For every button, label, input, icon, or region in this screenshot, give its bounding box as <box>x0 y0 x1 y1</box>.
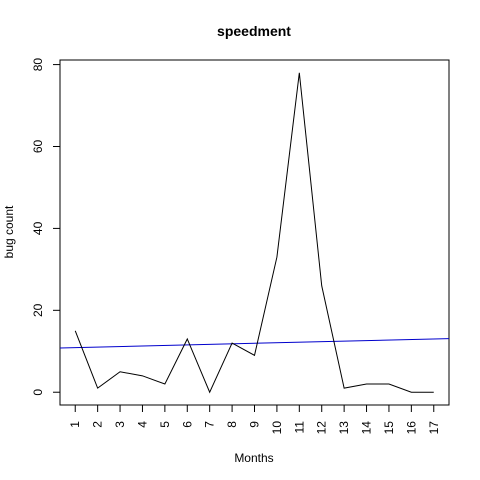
x-axis: 1 2 3 4 5 6 7 8 9 10 11 12 13 14 15 16 17 <box>68 404 441 435</box>
y-tick-label: 20 <box>31 303 45 317</box>
x-tick-label: 10 <box>270 421 284 435</box>
plot-area <box>59 72 450 394</box>
y-axis: 0 20 40 60 80 <box>31 58 61 396</box>
x-axis-label: Months <box>234 451 273 465</box>
trend-line <box>59 338 450 349</box>
x-tick-label: 13 <box>337 421 351 435</box>
x-tick-label: 4 <box>135 421 149 428</box>
x-tick-label: 11 <box>292 421 306 434</box>
x-tick-label: 17 <box>427 421 441 435</box>
y-tick-label: 40 <box>31 221 45 235</box>
x-tick-label: 7 <box>203 421 217 428</box>
x-tick-label: 12 <box>315 421 329 435</box>
y-axis-label: bug count <box>2 205 16 258</box>
x-tick-label: 5 <box>158 421 172 428</box>
x-tick-label: 2 <box>91 421 105 428</box>
x-tick-label: 9 <box>248 421 262 428</box>
x-tick-label: 6 <box>180 421 194 428</box>
x-tick-label: 16 <box>404 421 418 435</box>
x-tick-label: 1 <box>68 421 82 428</box>
y-tick-label: 60 <box>31 140 45 154</box>
x-tick-label: 8 <box>225 421 239 428</box>
x-tick-label: 3 <box>113 421 127 428</box>
x-tick-label: 15 <box>382 421 396 435</box>
y-tick-label: 80 <box>31 58 45 72</box>
series-line <box>74 72 434 394</box>
x-tick-label: 14 <box>360 421 374 435</box>
chart-title: speedment <box>217 23 291 39</box>
y-tick-label: 0 <box>31 389 45 396</box>
